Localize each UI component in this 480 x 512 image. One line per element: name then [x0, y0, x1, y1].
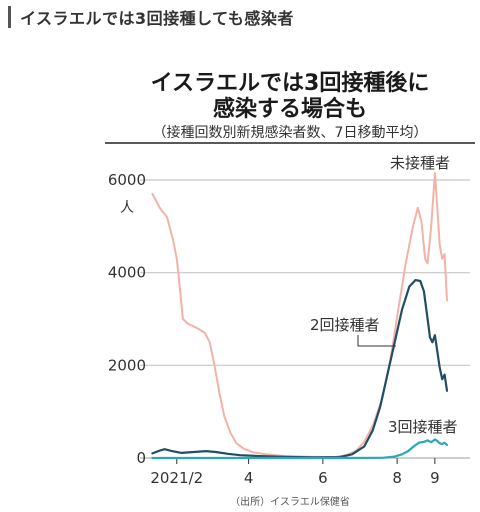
source-note: （出所）イスラエル保健省 — [230, 495, 350, 508]
y-unit-label: 人 — [120, 200, 134, 216]
series-unvaccinated-line — [151, 172, 448, 459]
y-tick-label: 0 — [136, 449, 146, 467]
chart-subtitle: （接種回数別新規感染者数、7日移動平均） — [153, 124, 428, 141]
series-two-doses-line — [151, 279, 449, 459]
chart-title-line2: 感染する場合も — [213, 96, 367, 122]
y-tick-label: 4000 — [108, 264, 146, 282]
label-two-doses: 2回接種者 — [310, 316, 380, 334]
label-two-doses-leader — [357, 335, 396, 347]
x-axis-ticks: 2021/2 4 6 8 9 — [150, 458, 440, 487]
x-tick-label: 2021/2 — [150, 469, 203, 487]
x-tick-label: 4 — [244, 469, 254, 487]
chart-title: イスラエルでは3回接種後に — [151, 70, 430, 96]
x-tick-label: 6 — [318, 469, 328, 487]
series-lines — [151, 172, 449, 460]
y-tick-label: 6000 — [108, 171, 146, 189]
series-three-doses-line — [151, 438, 449, 460]
label-unvaccinated: 未接種者 — [390, 154, 450, 172]
x-tick-label: 9 — [430, 469, 440, 487]
y-tick-label: 2000 — [108, 356, 146, 374]
y-axis-ticks: 0 2000 4000 6000 — [108, 171, 146, 467]
label-three-doses: 3回接種者 — [388, 418, 458, 436]
heading-accent-bar — [8, 6, 11, 28]
page-heading: イスラエルでは3回接種しても感染者 — [20, 9, 294, 28]
x-tick-label: 8 — [392, 469, 402, 487]
